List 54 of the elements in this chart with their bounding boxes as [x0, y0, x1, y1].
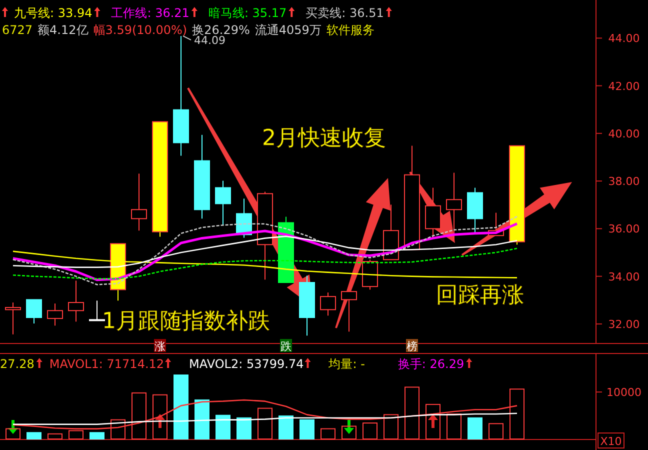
bar — [300, 419, 314, 440]
y-tick-label: 44.00 — [608, 32, 640, 46]
y-tick-label: 40.00 — [608, 127, 640, 140]
annotation: 回踩再涨 — [436, 283, 524, 308]
text: 暗马线: 35.17 — [208, 6, 287, 20]
y-tick-label: 34.00 — [608, 270, 640, 284]
candlestick — [467, 187, 483, 234]
bar — [48, 433, 62, 440]
annotation: 2月快速收复 — [262, 126, 386, 151]
legend-label: MAVOL1: 71714.12 — [49, 357, 164, 371]
line-series — [12, 236, 518, 268]
annotation: 6727 — [2, 23, 33, 37]
annotation: 软件服务 — [326, 23, 374, 37]
bar — [174, 374, 188, 440]
text: 10000 — [606, 386, 642, 399]
text: 均量: - — [328, 357, 365, 371]
bar — [90, 432, 104, 440]
bar — [26, 432, 42, 440]
text: 27.28 — [0, 357, 34, 371]
bar — [362, 422, 378, 440]
legend-label: MAVOL2: 53799.74 — [189, 357, 304, 371]
annotation: 换26.29% — [192, 23, 250, 37]
candlestick — [5, 302, 21, 335]
annotation: 涨 — [154, 340, 166, 353]
annotation: 额4.12亿 — [38, 23, 88, 37]
y-tick-label: 36.00 — [608, 222, 640, 236]
bar — [468, 417, 482, 440]
annotation: 流通4059万 — [254, 23, 322, 37]
candlestick — [68, 280, 84, 322]
bar — [258, 408, 272, 440]
bar — [320, 428, 336, 440]
bar — [236, 417, 252, 440]
annotation: 跌 — [280, 340, 292, 353]
candlestick — [299, 275, 315, 336]
bar — [216, 414, 230, 440]
text: X10 — [600, 435, 622, 448]
bar — [194, 399, 210, 440]
text: 工作线: 36.21 — [111, 6, 190, 20]
annotation: 1月跟随指数补跌 — [102, 309, 270, 334]
candlestick — [47, 302, 63, 326]
text: 换手: 26.29 — [398, 357, 464, 371]
text: 买卖线: 36.51 — [306, 6, 384, 20]
y-tick-label: 38.00 — [608, 175, 640, 188]
bar — [278, 415, 294, 440]
candlestick — [131, 173, 147, 232]
y-tick-label: 32.00 — [608, 318, 640, 331]
candlestick — [446, 172, 462, 242]
annotation: 幅3.59(10.00%) — [93, 23, 188, 37]
candlestick — [194, 134, 210, 220]
candlestick — [425, 187, 441, 238]
y-tick-label: 42.00 — [608, 80, 640, 93]
bar — [488, 423, 504, 440]
annotation: 榜 — [406, 340, 418, 353]
text: 九号线: 33.94 — [14, 6, 92, 20]
